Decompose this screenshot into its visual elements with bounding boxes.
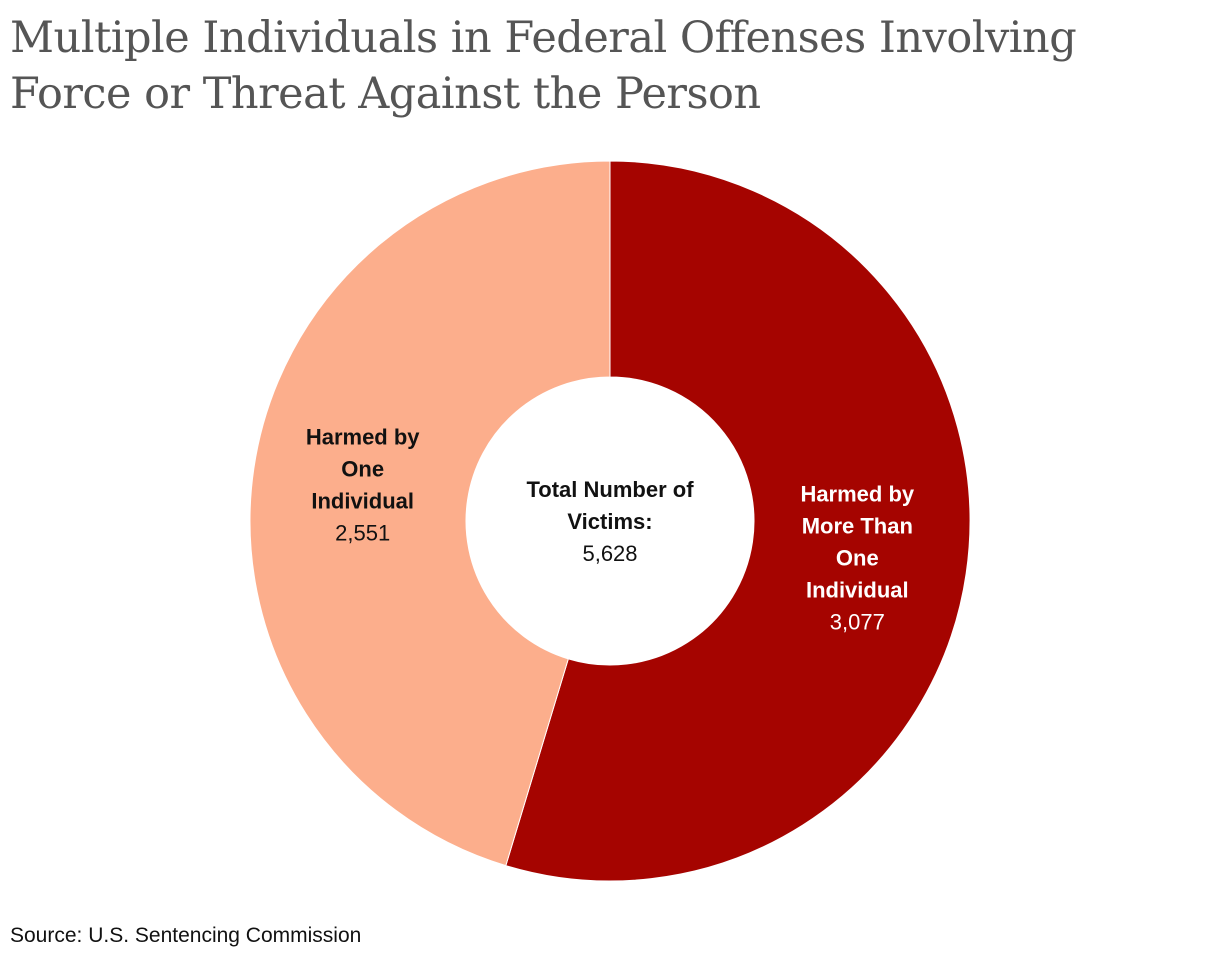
center-label-line: Total Number of bbox=[526, 477, 694, 502]
slice-label-line: Harmed by bbox=[306, 424, 420, 449]
chart-title-line-1: Multiple Individuals in Federal Offenses… bbox=[10, 13, 1077, 63]
slice-value-label: 3,077 bbox=[830, 610, 885, 635]
slice-label-harmed-by-one-individual: Harmed by One Individual 2,551 bbox=[306, 424, 420, 545]
slice-harmed-by-one-individual bbox=[249, 160, 611, 867]
source-note: Source: U.S. Sentencing Commission bbox=[10, 924, 362, 947]
center-total-value: 5,628 bbox=[582, 541, 637, 566]
chart-title: Multiple Individuals in Federal Offenses… bbox=[10, 10, 1190, 122]
slice-value-label: 2,551 bbox=[335, 520, 390, 545]
slice-labels: Harmed by More Than One Individual 3,077Harm… bbox=[306, 424, 915, 634]
center-label-line: Victims: bbox=[567, 509, 652, 534]
slice-label-line: Individual bbox=[806, 578, 909, 603]
slice-label-line: Individual bbox=[311, 488, 414, 513]
slice-label-line: Harmed by bbox=[800, 482, 914, 507]
center-total-label: Total Number of Victims: 5,628 bbox=[526, 477, 694, 566]
slice-label-line: One bbox=[836, 546, 879, 571]
chart-title-line-2: Force or Threat Against the Person bbox=[10, 69, 761, 119]
slice-harmed-by-more-than-one-individual bbox=[505, 160, 971, 882]
slice-label-line: One bbox=[341, 456, 384, 481]
slice-label-line: More Than bbox=[802, 514, 913, 539]
slice-label-harmed-by-more-than-one-individual: Harmed by More Than One Individual 3,077 bbox=[800, 482, 914, 635]
donut-slices bbox=[249, 160, 971, 882]
center-label: Total Number of Victims: 5,628 bbox=[526, 477, 694, 566]
